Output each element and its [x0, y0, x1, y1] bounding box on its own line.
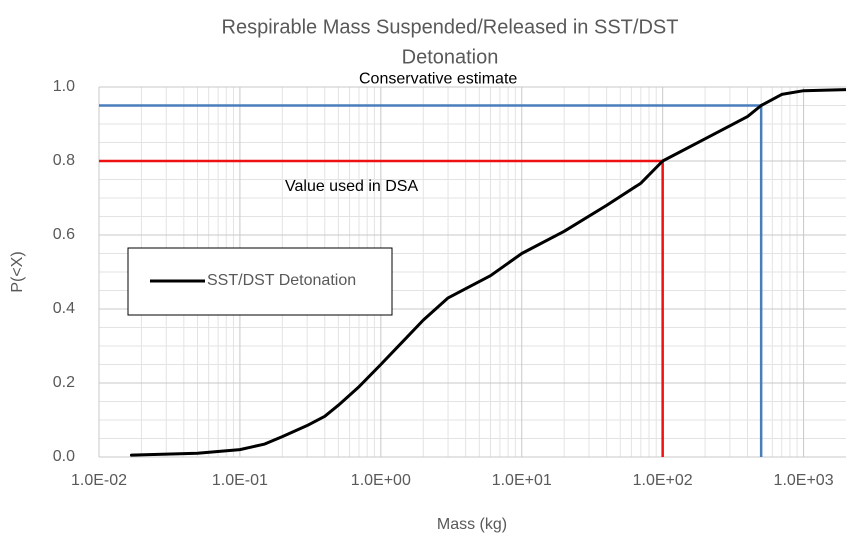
y-tick-label: 1.0 — [53, 78, 75, 95]
line-series — [129, 88, 846, 457]
legend: SST/DST Detonation — [127, 247, 393, 316]
chart-title: Respirable Mass Suspended/Released in SS… — [222, 16, 679, 38]
x-tick-label: 1.0E-01 — [212, 472, 268, 489]
x-tick-label: 1.0E+01 — [492, 472, 552, 489]
y-tick-label: 0.4 — [53, 300, 75, 317]
y-tick-label: 0.8 — [53, 152, 75, 169]
y-axis-label: P(<X) — [9, 251, 26, 292]
y-tick-label: 0.0 — [53, 448, 75, 465]
annotation: Value used in DSA — [285, 178, 418, 195]
chart-title: Detonation — [402, 46, 499, 68]
x-axis-label: Mass (kg) — [437, 516, 507, 533]
x-tick-label: 1.0E-02 — [71, 472, 127, 489]
legend-label: SST/DST Detonation — [207, 272, 356, 289]
x-tick-label: 1.0E+00 — [351, 472, 411, 489]
y-tick-label: 0.6 — [53, 226, 75, 243]
y-tick-label: 0.2 — [53, 374, 75, 391]
x-tick-label: 1.0E+03 — [774, 472, 834, 489]
x-tick-label: 1.0E+02 — [633, 472, 693, 489]
annotation: Conservative estimate — [359, 71, 517, 88]
